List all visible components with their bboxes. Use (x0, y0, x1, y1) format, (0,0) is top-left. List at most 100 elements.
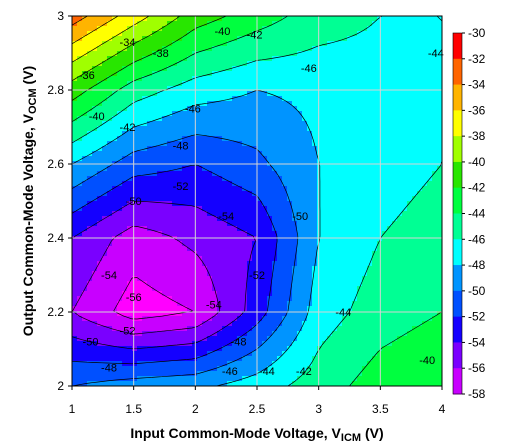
contour-cell (397, 171, 403, 177)
contour-cell (167, 201, 173, 207)
contour-cell (277, 141, 283, 147)
contour-cell (117, 186, 123, 192)
contour-cell (192, 86, 198, 92)
contour-cell (367, 126, 373, 132)
contour-cell (312, 341, 318, 347)
contour-cell (117, 136, 123, 142)
contour-cell (132, 206, 138, 212)
contour-cell (127, 296, 133, 302)
contour-cell (417, 131, 423, 137)
contour-cell (142, 76, 148, 82)
contour-cell (387, 206, 393, 212)
contour-cell (162, 126, 168, 132)
contour-cell (252, 126, 258, 132)
contour-cell (72, 91, 78, 97)
contour-cell (302, 221, 308, 227)
contour-cell (182, 346, 188, 352)
contour-cell (347, 51, 353, 57)
contour-cell (377, 16, 383, 22)
contour-cell (392, 16, 398, 22)
contour-cell (222, 291, 228, 297)
contour-cell (222, 231, 228, 237)
contour-cell (282, 46, 288, 52)
contour-cell (347, 241, 353, 247)
contour-cell (397, 106, 403, 112)
contour-cell (92, 236, 98, 242)
contour-cell (292, 81, 298, 87)
contour-cell (262, 46, 268, 52)
contour-cell (197, 181, 203, 187)
contour-cell (407, 81, 413, 87)
contour-cell (92, 181, 98, 187)
contour-cell (87, 61, 93, 67)
contour-cell (137, 96, 143, 102)
contour-cell (132, 256, 138, 262)
contour-cell (82, 351, 88, 357)
contour-cell (147, 191, 153, 197)
contour-cell (382, 261, 388, 267)
contour-cell (382, 16, 388, 22)
contour-cell (127, 106, 133, 112)
contour-cell (292, 71, 298, 77)
contour-cell (177, 211, 183, 217)
contour-cell (167, 106, 173, 112)
contour-cell (187, 196, 193, 202)
contour-cell (137, 126, 143, 132)
contour-cell (262, 136, 268, 142)
contour-cell (317, 266, 323, 272)
contour-cell (312, 231, 318, 237)
contour-cell (397, 321, 403, 327)
contour-cell (357, 316, 363, 322)
contour-cell (187, 256, 193, 262)
contour-cell (307, 171, 313, 177)
contour-cell (227, 41, 233, 47)
contour-cell (207, 246, 213, 252)
contour-cell (187, 331, 193, 337)
contour-cell (412, 91, 418, 97)
contour-cell (372, 141, 378, 147)
contour-cell (242, 336, 248, 342)
contour-cell (377, 341, 383, 347)
contour-cell (172, 226, 178, 232)
contour-cell (402, 326, 408, 332)
contour-cell (357, 186, 363, 192)
contour-cell (112, 236, 118, 242)
contour-cell (97, 346, 103, 352)
contour-cell (302, 321, 308, 327)
contour-cell (102, 321, 108, 327)
contour-cell (242, 146, 248, 152)
contour-cell (87, 71, 93, 77)
contour-cell (332, 71, 338, 77)
contour-cell (162, 181, 168, 187)
contour-cell (92, 111, 98, 117)
contour-cell (312, 331, 318, 337)
contour-cell (342, 221, 348, 227)
contour-cell (432, 91, 438, 97)
contour-cell (152, 56, 158, 62)
contour-cell (92, 266, 98, 272)
contour-cell (257, 106, 263, 112)
contour-cell (372, 121, 378, 127)
contour-cell (272, 316, 278, 322)
contour-cell (222, 256, 228, 262)
contour-cell (97, 26, 103, 32)
contour-cell (342, 106, 348, 112)
contour-cell (87, 276, 93, 282)
contour-cell (187, 316, 193, 322)
contour-cell (127, 16, 133, 22)
contour-cell (182, 206, 188, 212)
contour-cell (112, 66, 118, 72)
contour-cell (372, 286, 378, 292)
contour-cell (122, 166, 128, 172)
contour-cell (227, 291, 233, 297)
contour-cell (407, 341, 413, 347)
contour-cell (222, 266, 228, 272)
contour-cell (337, 66, 343, 72)
contour-cell (162, 291, 168, 297)
contour-cell (142, 141, 148, 147)
contour-cell (402, 56, 408, 62)
contour-cell (357, 231, 363, 237)
contour-cell (252, 116, 258, 122)
contour-cell (82, 66, 88, 72)
contour-cell (187, 211, 193, 217)
